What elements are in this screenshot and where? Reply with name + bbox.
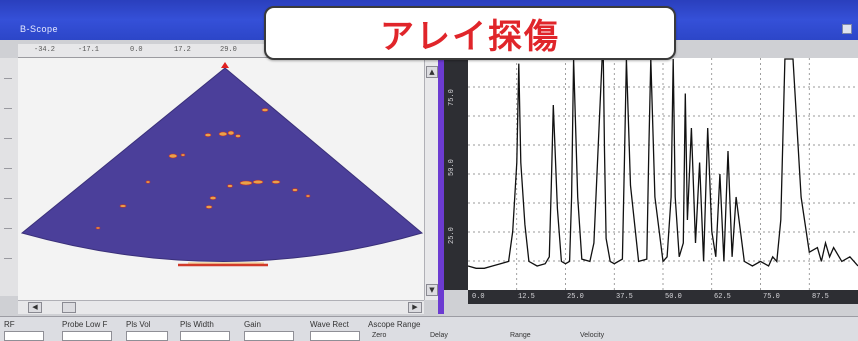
- param-label-probe: Probe Low F: [62, 320, 108, 329]
- param-label-gain: Gain: [244, 320, 261, 329]
- graph-x-tick-label: 37.5: [616, 293, 633, 301]
- scroll-down-button[interactable]: ▼: [426, 284, 438, 296]
- panel-splitter[interactable]: [438, 44, 444, 314]
- sector-scan-image: [20, 62, 424, 267]
- graph-x-tick-label: 75.0: [763, 293, 780, 301]
- param-sub-delay: Delay: [430, 332, 448, 339]
- param-sub-range: Range: [510, 332, 531, 339]
- param-sub-zero: Zero: [372, 332, 387, 339]
- ruler-tick: -17.1: [78, 46, 100, 54]
- ruler-tick: 0.0: [130, 46, 143, 54]
- rf-field[interactable]: [4, 331, 44, 341]
- sector-fan: [20, 67, 424, 262]
- graph-x-tick-label: 50.0: [665, 293, 682, 301]
- graph-y-tick-label: 50.0: [448, 159, 456, 176]
- graph-y-tick-label: 25.0: [448, 227, 456, 244]
- pls-width-field[interactable]: [180, 331, 230, 341]
- scroll-right-button[interactable]: ▶: [408, 302, 422, 313]
- param-label-rf: RF: [4, 320, 15, 329]
- graph-x-tick-label: 62.5: [714, 293, 731, 301]
- scroll-up-button[interactable]: ▲: [426, 66, 438, 78]
- scan-horizontal-scrollbar[interactable]: ◀ ▶: [18, 300, 424, 314]
- graph-x-tick-label: 25.0: [567, 293, 584, 301]
- param-label-pls-width: Pls Width: [180, 320, 214, 329]
- probe-field[interactable]: [62, 331, 112, 341]
- caption-title: アレイ探傷: [380, 16, 560, 57]
- param-label-wave-rect: Wave Rect: [310, 320, 349, 329]
- scan-vertical-scale: [0, 58, 18, 296]
- ascope-waveform-plot[interactable]: [467, 58, 858, 290]
- pls-vol-field[interactable]: [126, 331, 168, 341]
- ruler-tick: 29.0: [220, 46, 237, 54]
- scroll-thumb[interactable]: [62, 302, 76, 313]
- ruler-tick: 17.2: [174, 46, 191, 54]
- parameter-bar: RF Probe Low F Pls Vol Pls Width Gain Wa…: [0, 316, 858, 341]
- graph-x-tick-label: 12.5: [518, 293, 535, 301]
- graph-y-axis: 75.0 50.0 25.0: [444, 58, 468, 290]
- probe-marker-icon: [221, 62, 229, 68]
- window-title: B-Scope: [20, 24, 59, 34]
- param-label-ascope-range: Ascope Range: [368, 320, 421, 329]
- scroll-left-button[interactable]: ◀: [28, 302, 42, 313]
- scan-vertical-scrollbar[interactable]: ▲ ▼: [424, 58, 438, 300]
- param-sub-velocity: Velocity: [580, 332, 605, 339]
- waveform-chart: [467, 58, 858, 290]
- wave-rect-field[interactable]: [310, 331, 360, 341]
- param-label-pls-vol: Pls Vol: [126, 320, 151, 329]
- window-control-button[interactable]: [842, 24, 852, 34]
- graph-y-tick-label: 75.0: [448, 89, 456, 106]
- gain-field[interactable]: [244, 331, 294, 341]
- ruler-tick: -34.2: [34, 46, 56, 54]
- graph-x-tick-label: 87.5: [812, 293, 829, 301]
- sector-scan-view[interactable]: [18, 58, 424, 300]
- caption-box: アレイ探傷: [264, 6, 676, 60]
- graph-x-tick-label: 0.0: [472, 293, 485, 301]
- graph-x-axis: 0.0 12.5 25.0 37.5 50.0 62.5 75.0 87.5: [468, 290, 858, 304]
